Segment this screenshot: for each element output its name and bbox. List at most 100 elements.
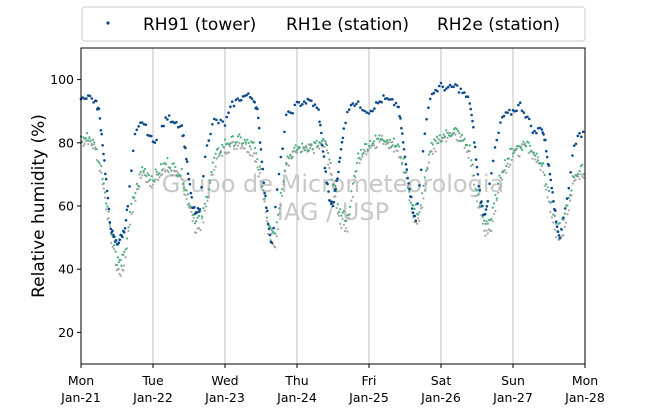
data-point — [317, 108, 320, 111]
data-point — [552, 213, 555, 216]
data-point — [211, 123, 214, 126]
data-point — [553, 228, 556, 231]
data-point — [578, 178, 581, 181]
data-point — [127, 229, 130, 232]
data-point — [438, 134, 441, 137]
data-point — [434, 139, 437, 142]
data-point — [229, 145, 232, 148]
data-point — [168, 166, 172, 170]
data-point — [362, 152, 365, 155]
data-point — [506, 111, 509, 114]
data-point — [107, 210, 110, 213]
data-point — [563, 207, 567, 210]
data-point — [540, 165, 543, 168]
data-point — [244, 142, 247, 146]
data-point — [545, 149, 548, 153]
data-point — [323, 166, 327, 170]
data-point — [441, 85, 445, 89]
data-point — [87, 139, 90, 142]
data-point — [311, 147, 314, 151]
x-tick-label-date: Jan-27 — [492, 390, 533, 405]
data-point — [566, 204, 569, 207]
data-point — [320, 144, 324, 147]
x-tick-label-date: Jan-28 — [564, 390, 605, 405]
data-point — [340, 226, 343, 230]
data-point — [502, 114, 506, 118]
data-point — [331, 204, 335, 208]
data-point — [442, 133, 445, 136]
data-point — [181, 182, 185, 185]
data-point — [408, 199, 411, 202]
data-point — [346, 110, 349, 114]
data-point — [395, 145, 398, 148]
data-point — [446, 136, 449, 139]
data-point — [113, 235, 116, 239]
data-point — [494, 193, 497, 197]
data-point — [382, 142, 385, 145]
data-point — [193, 222, 197, 225]
data-point — [225, 115, 229, 119]
data-point — [167, 114, 171, 117]
data-point — [325, 144, 329, 147]
data-point — [328, 158, 331, 161]
data-point — [243, 138, 246, 141]
x-tick-label-date: Jan-22 — [132, 390, 173, 405]
data-point — [256, 107, 259, 111]
data-point — [131, 211, 134, 214]
data-point — [323, 139, 326, 142]
data-point — [367, 112, 371, 115]
data-point — [203, 202, 206, 205]
data-point — [142, 171, 145, 174]
x-tick-label-date: Jan-21 — [60, 390, 101, 405]
data-point — [401, 161, 404, 165]
data-point — [283, 170, 286, 173]
data-point — [339, 148, 343, 151]
data-point — [150, 186, 153, 189]
data-point — [384, 140, 388, 143]
data-point — [578, 170, 581, 173]
data-point — [361, 108, 364, 112]
data-point — [199, 228, 202, 232]
data-point — [185, 160, 189, 163]
data-point — [359, 148, 362, 151]
data-point — [494, 209, 497, 213]
data-point — [221, 143, 224, 146]
x-tick-label-date: Jan-24 — [276, 390, 317, 405]
data-point — [295, 149, 299, 152]
data-point — [223, 124, 227, 127]
data-point — [332, 200, 336, 204]
data-point — [375, 146, 378, 149]
data-point — [172, 162, 175, 165]
data-point — [582, 173, 585, 176]
data-point — [374, 134, 377, 137]
data-point — [574, 142, 578, 146]
data-point — [493, 146, 497, 149]
data-point — [186, 172, 190, 175]
data-point — [143, 167, 146, 171]
data-point — [130, 169, 133, 172]
data-point — [217, 121, 220, 125]
data-point — [303, 149, 306, 152]
data-point — [426, 166, 429, 169]
data-point — [314, 141, 317, 144]
x-tick-label-day: Thu — [284, 373, 308, 388]
data-point — [105, 189, 109, 193]
data-point — [192, 216, 195, 219]
data-point — [137, 184, 140, 187]
data-point — [263, 191, 266, 195]
data-point — [190, 210, 193, 213]
data-point — [287, 164, 290, 167]
data-point — [212, 117, 216, 121]
data-point — [483, 219, 486, 222]
data-point — [369, 139, 372, 142]
data-point — [517, 103, 520, 107]
data-point — [135, 182, 138, 185]
data-point — [287, 110, 290, 113]
data-point — [396, 149, 399, 152]
data-point — [185, 157, 188, 161]
data-point — [466, 143, 469, 147]
data-point — [507, 157, 510, 160]
data-point — [343, 229, 347, 233]
data-point — [490, 172, 493, 175]
